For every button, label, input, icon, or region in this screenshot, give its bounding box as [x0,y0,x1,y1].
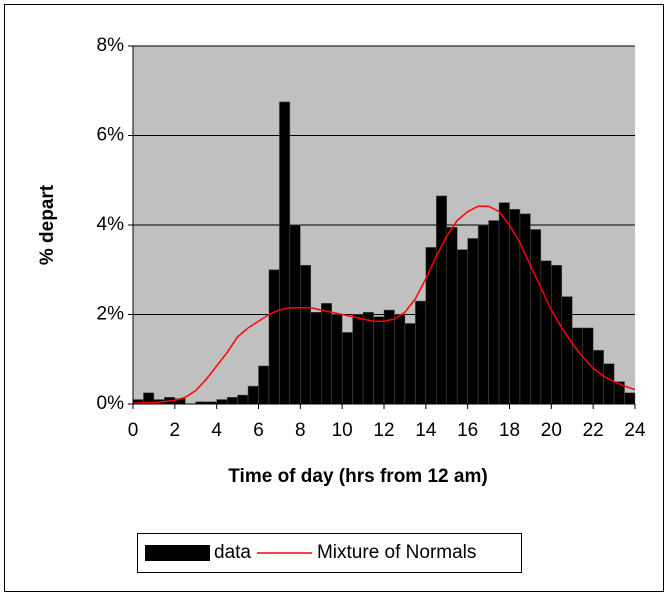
bar [268,269,280,405]
bar [519,213,531,405]
bar [572,327,583,405]
legend-label: Mixture of Normals [317,542,476,563]
bar [477,224,489,405]
bar [279,101,291,405]
bar [341,332,353,405]
bar [237,394,249,405]
bar [540,260,552,405]
bar [289,224,301,405]
bar [456,249,468,405]
bar [436,195,447,405]
bar [321,303,332,405]
x-tick-label: 10 [332,420,353,441]
x-tick-label: 8 [295,420,306,441]
x-tick-label: 0 [128,420,139,441]
bar [498,202,510,405]
bar [373,316,385,405]
x-tick-label: 20 [541,420,562,441]
x-tick-label: 12 [373,420,394,441]
bar [247,385,259,405]
x-tick-label: 16 [457,420,478,441]
x-tick-label: 6 [253,420,264,441]
x-tick-label: 4 [211,420,222,441]
bar [467,238,479,405]
bar [425,247,437,405]
bar [216,399,228,405]
bar [394,314,406,405]
x-tick-label: 24 [624,420,646,441]
x-tick-label: 22 [583,420,604,441]
x-tick-label: 2 [170,420,181,441]
bar [310,312,322,405]
legend-label: data [214,542,251,563]
bar [362,312,374,405]
bar [530,229,542,405]
y-tick-label: 2% [97,304,125,325]
bar [592,350,604,405]
bar [561,296,573,405]
bar [383,309,395,405]
bar [331,314,343,405]
y-tick-label: 6% [97,125,125,146]
bar [488,220,500,405]
bar [258,365,270,405]
y-tick-label: 0% [97,393,125,414]
bar [352,314,364,405]
y-tick-label: 8% [97,35,125,56]
bar [624,392,636,405]
y-tick-label: 4% [97,214,125,235]
bar [446,226,458,405]
legend-swatch [145,545,210,561]
bar [415,300,427,405]
x-tick-label: 18 [499,420,520,441]
bar [226,397,238,405]
line [132,205,636,404]
bar [404,323,416,405]
x-tick-label: 14 [415,420,437,441]
y-axis-label: % depart [37,184,58,265]
bar [509,209,521,405]
bar [300,265,312,405]
x-axis-label: Time of day (hrs from 12 am) [228,466,487,487]
bar [603,363,615,405]
bar [551,265,563,405]
